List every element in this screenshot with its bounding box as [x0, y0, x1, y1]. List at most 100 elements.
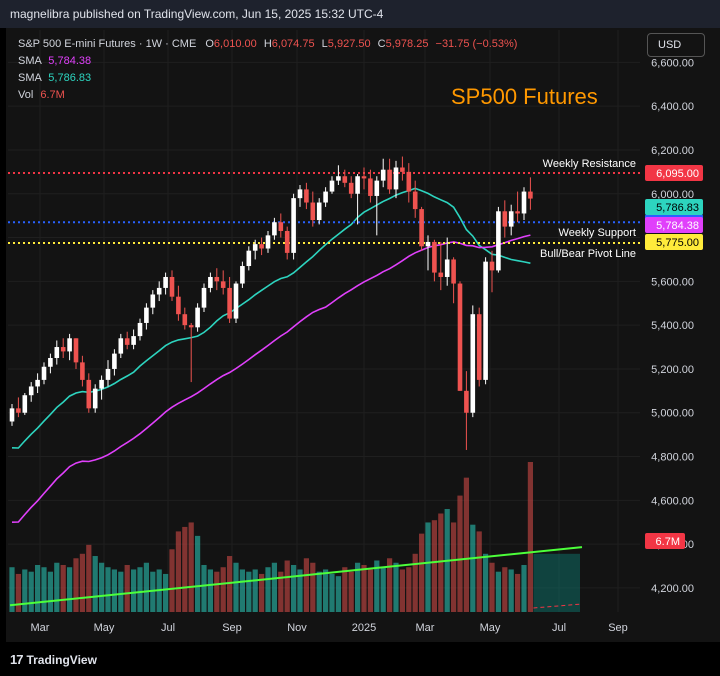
chart-title: SP500 Futures [451, 84, 598, 109]
legend-change: −31.75 (−0.53%) [435, 38, 518, 50]
chart-frame[interactable] [6, 28, 720, 642]
tradingview-brand-text: TradingView [26, 652, 97, 667]
candle-body [508, 211, 514, 227]
candle-body [169, 276, 175, 297]
volume-bar [15, 573, 21, 612]
volume-bar [239, 569, 245, 612]
volume-bar [188, 522, 194, 612]
x-tick-label: Jul [161, 622, 175, 634]
candle-body [425, 241, 431, 247]
candle-body [9, 408, 15, 422]
volume-bar [9, 567, 15, 612]
y-tick-label: 4,200.00 [651, 583, 694, 595]
volume-bar [278, 571, 284, 612]
x-tick-label: Sep [608, 622, 628, 634]
candle-body [342, 176, 348, 183]
candle-body [182, 314, 188, 326]
candle-body [412, 191, 418, 210]
volume-bar [220, 567, 226, 612]
candle-body [304, 189, 309, 203]
candle-body [368, 178, 373, 196]
volume-bar [419, 533, 425, 612]
candle-body [528, 191, 533, 199]
volume-bar [521, 564, 527, 612]
volume-bar [265, 567, 271, 612]
legend-symbol-row: S&P 500 E-mini Futures · 1W · CME O6,010… [18, 36, 517, 53]
legend-sma-fast-row: SMA 5,786.83 [18, 70, 517, 87]
tradingview-brand[interactable]: 17 TradingView [10, 652, 97, 667]
legend-sma-slow-value: 5,784.38 [48, 55, 92, 67]
candle-body [220, 281, 226, 288]
volume-bar [227, 556, 233, 612]
volume-bar [470, 524, 476, 612]
legend-close-key: C [377, 38, 386, 50]
candle-body [227, 287, 232, 319]
volume-projection-area [533, 553, 580, 612]
volume-bar [515, 573, 521, 612]
candle-body [278, 222, 284, 231]
candle-body [176, 296, 181, 315]
volume-bar [483, 553, 489, 612]
tag-sma-slow: 5,784.38 [656, 220, 699, 232]
tradingview-logo-icon: 17 [10, 652, 24, 667]
candle-body [284, 230, 290, 253]
volume-bar [316, 571, 322, 612]
candle-body [380, 169, 386, 181]
candle-body [137, 322, 143, 337]
level-label-1: Weekly Support [559, 227, 636, 239]
volume-bar [438, 513, 444, 612]
volume-bar [508, 569, 514, 612]
candle-body [457, 283, 463, 391]
volume-bar [329, 573, 335, 612]
volume-bar [86, 544, 92, 612]
y-tick-label: 4,600.00 [651, 495, 694, 507]
currency-button[interactable]: USD [647, 33, 705, 57]
candle-body [297, 189, 303, 199]
candle-body [35, 379, 40, 387]
volume-bar [214, 571, 220, 612]
volume-bar [131, 569, 137, 612]
volume-bar [393, 562, 399, 612]
volume-bar [425, 522, 431, 612]
candle-body [156, 287, 162, 295]
volume-bar [495, 571, 501, 612]
candle-body [246, 250, 252, 267]
tag-pivot: 5,775.00 [656, 237, 699, 249]
legend-close: 5,978.25 [385, 38, 429, 50]
candle-body [67, 338, 72, 352]
candle-body [323, 191, 328, 203]
legend-sma-slow-label: SMA [18, 55, 42, 67]
volume-bar [457, 495, 463, 612]
volume-bar [527, 462, 533, 612]
volume-bar [476, 531, 482, 612]
candle-body [387, 169, 392, 190]
volume-bar [111, 569, 117, 612]
candle-body [521, 191, 527, 214]
tag-pivot-bg [645, 234, 703, 250]
volume-bar [143, 562, 149, 612]
legend-open-key: O [205, 38, 214, 50]
legend-open: 6,010.00 [213, 38, 257, 50]
x-tick-label: 2025 [352, 622, 376, 634]
candle-body [112, 353, 117, 369]
level-label-0: Weekly Resistance [543, 158, 636, 170]
x-tick-label: Sep [222, 622, 242, 634]
candle-body [432, 241, 437, 273]
volume-bar [323, 569, 329, 612]
chart-legend: S&P 500 E-mini Futures · 1W · CME O6,010… [18, 36, 517, 104]
y-tick-label: 6,600.00 [651, 57, 694, 69]
candle-body [22, 395, 28, 413]
candle-body [291, 198, 296, 253]
candle-body [464, 390, 469, 413]
legend-volume-label: Vol [18, 89, 34, 101]
volume-bar [399, 569, 405, 612]
candle-body [336, 176, 341, 181]
volume-bar [374, 560, 380, 612]
volume-bar [137, 567, 143, 612]
legend-high-key: H [263, 38, 272, 50]
volume-bar [163, 573, 169, 612]
candle-body [150, 294, 156, 308]
volume-bar [67, 567, 73, 612]
x-tick-label: Mar [416, 622, 435, 634]
